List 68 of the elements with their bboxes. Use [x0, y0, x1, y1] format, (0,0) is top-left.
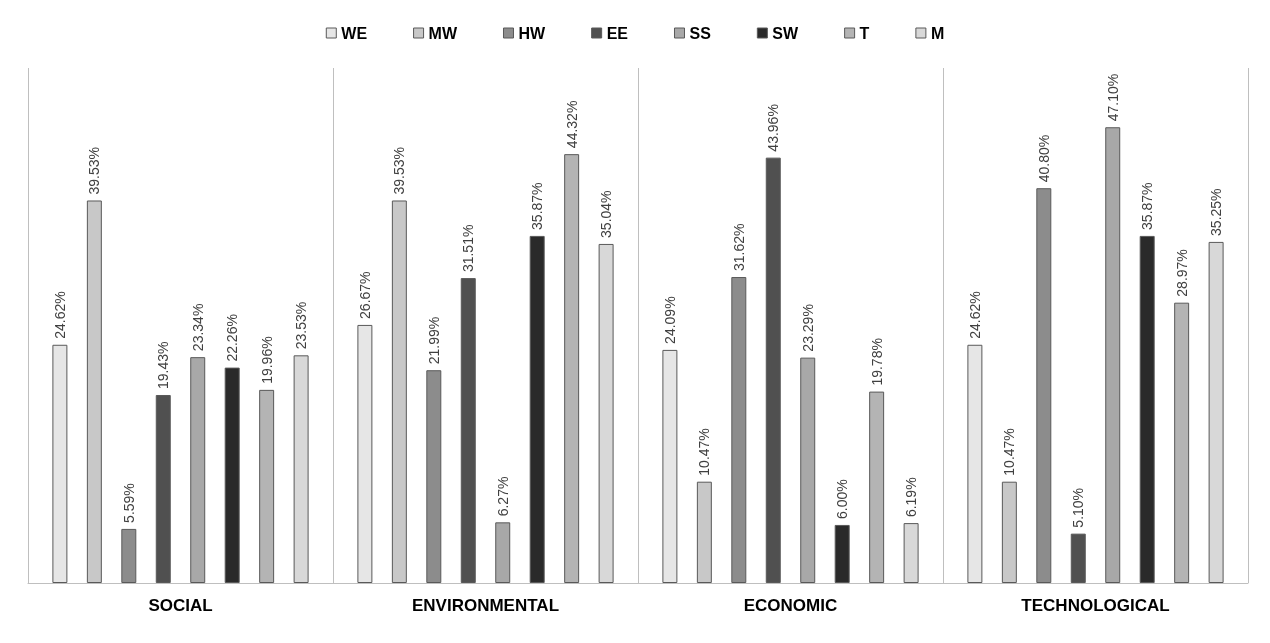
- data-label: 19.96%: [258, 336, 275, 384]
- bar: [662, 349, 678, 583]
- data-label: 19.43%: [155, 341, 172, 389]
- bar: [460, 278, 476, 583]
- bar: [1105, 127, 1121, 583]
- data-label: 22.26%: [224, 314, 241, 362]
- data-label: 28.97%: [1173, 249, 1190, 297]
- bar: [765, 157, 781, 583]
- legend-label: EE: [606, 24, 629, 42]
- data-label: 19.78%: [868, 338, 885, 386]
- bar: [224, 367, 240, 583]
- x-tick-label: ENVIRONMENTAL: [411, 596, 560, 615]
- legend-label: HW: [518, 24, 547, 42]
- data-label: 23.29%: [799, 304, 816, 352]
- bar: [1036, 188, 1052, 583]
- data-label: 47.10%: [1104, 73, 1121, 122]
- data-label: 6.19%: [903, 477, 920, 518]
- data-label: 21.99%: [425, 316, 442, 365]
- data-label: 40.80%: [1035, 134, 1052, 183]
- data-label: 31.51%: [460, 224, 477, 273]
- x-tick-label: SOCIAL: [148, 596, 213, 615]
- data-label: 39.53%: [86, 147, 103, 195]
- bar: [903, 523, 919, 583]
- legend-label: M: [930, 24, 945, 42]
- bar: [190, 357, 206, 583]
- data-label: 35.25%: [1208, 188, 1225, 236]
- data-label: 10.47%: [1001, 428, 1018, 476]
- data-label: 43.96%: [765, 104, 782, 152]
- bar: [1139, 235, 1155, 583]
- bar: [52, 344, 68, 583]
- data-label: 10.47%: [696, 428, 713, 476]
- bar: [357, 324, 373, 583]
- bar: [800, 357, 816, 583]
- data-label: 39.53%: [391, 147, 408, 195]
- data-label: 44.32%: [563, 100, 580, 149]
- legend-label: SW: [772, 24, 800, 42]
- bar: [426, 370, 442, 583]
- data-label: 24.62%: [966, 291, 983, 339]
- data-label: 26.67%: [356, 271, 373, 319]
- data-label: 24.62%: [51, 291, 68, 339]
- data-label: 24.09%: [661, 296, 678, 344]
- bar: [155, 394, 171, 583]
- legend-label: SS: [689, 24, 712, 42]
- bar: [598, 243, 614, 583]
- data-label: 23.34%: [189, 303, 206, 352]
- data-label: 5.59%: [120, 483, 137, 523]
- bar: [495, 522, 511, 583]
- data-label: 31.62%: [730, 223, 747, 272]
- data-label: 35.87%: [1139, 182, 1156, 230]
- bar: [967, 344, 983, 583]
- legend-label: MW: [428, 24, 458, 42]
- bar: [1070, 533, 1086, 583]
- legend-label: T: [859, 24, 870, 42]
- data-label: 23.53%: [293, 301, 310, 350]
- data-label: 5.10%: [1070, 487, 1087, 528]
- data-label: 6.00%: [834, 479, 851, 519]
- bar: [529, 235, 545, 583]
- data-label: 35.04%: [598, 190, 615, 238]
- x-tick-label: ECONOMIC: [743, 596, 838, 615]
- bar: [121, 528, 137, 583]
- data-label: 35.87%: [529, 182, 546, 230]
- x-tick-label: TECHNOLOGICAL: [1021, 596, 1170, 615]
- bar: [731, 277, 747, 583]
- bar: [834, 524, 850, 583]
- legend-label: WE: [341, 24, 368, 42]
- bar: [293, 355, 309, 583]
- data-label: 6.27%: [494, 476, 511, 517]
- bar: [1208, 241, 1224, 583]
